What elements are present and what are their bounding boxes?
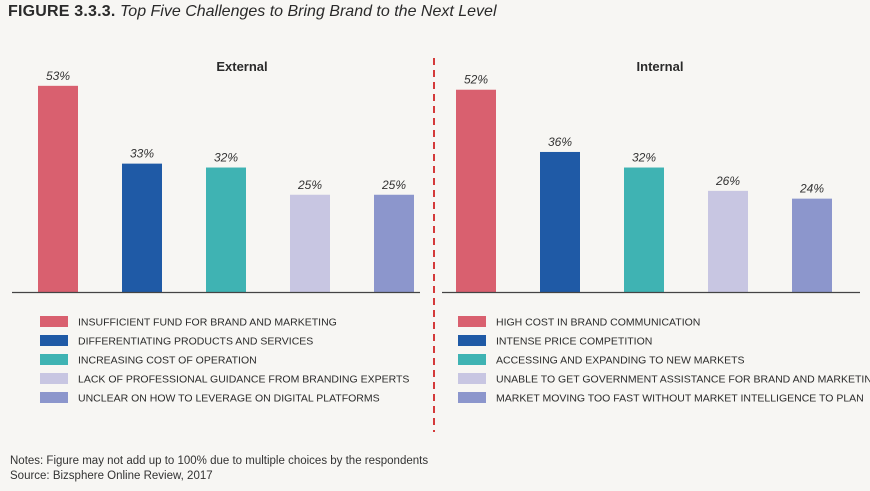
legend-label-external-3: INCREASING COST OF OPERATION xyxy=(78,355,257,367)
data-label-internal-4: 26% xyxy=(715,174,740,188)
legend-swatch-external-1 xyxy=(40,316,68,327)
legend-swatch-external-5 xyxy=(40,392,68,403)
legend-swatch-external-2 xyxy=(40,335,68,346)
figure-title: FIGURE 3.3.3. Top Five Challenges to Bri… xyxy=(8,3,497,21)
notes-block: Notes: Figure may not add up to 100% due… xyxy=(10,454,428,484)
legend-label-internal-2: INTENSE PRICE COMPETITION xyxy=(496,336,652,348)
legend-label-internal-3: ACCESSING AND EXPANDING TO NEW MARKETS xyxy=(496,355,745,367)
legend-swatch-internal-4 xyxy=(458,373,486,384)
bar-internal-3 xyxy=(624,167,664,292)
data-label-internal-5: 24% xyxy=(799,182,824,196)
figure-caption: Top Five Challenges to Bring Brand to th… xyxy=(119,3,497,20)
legend-swatch-internal-1 xyxy=(458,316,486,327)
notes-text: Notes: Figure may not add up to 100% due… xyxy=(10,455,429,467)
legend-swatch-internal-2 xyxy=(458,335,486,346)
legend-swatch-internal-3 xyxy=(458,354,486,365)
legend-swatch-external-4 xyxy=(40,373,68,384)
legend-swatch-external-3 xyxy=(40,354,68,365)
bar-internal-5 xyxy=(792,198,832,292)
legend-label-external-2: DIFFERENTIATING PRODUCTS AND SERVICES xyxy=(78,336,313,348)
legend-label-external-4: LACK OF PROFESSIONAL GUIDANCE FROM BRAND… xyxy=(78,374,409,386)
data-label-external-1: 53% xyxy=(46,69,70,83)
bar-external-5 xyxy=(374,194,414,292)
data-label-internal-3: 32% xyxy=(632,151,656,165)
legend-swatch-internal-5 xyxy=(458,392,486,403)
panel-title-internal: Internal xyxy=(637,59,684,74)
data-label-external-5: 25% xyxy=(381,178,406,192)
data-label-internal-2: 36% xyxy=(548,135,572,149)
bar-internal-1 xyxy=(456,89,496,292)
bar-external-3 xyxy=(206,167,246,292)
data-label-external-4: 25% xyxy=(297,178,322,192)
figure-number: FIGURE 3.3.3. xyxy=(8,3,116,20)
bar-internal-4 xyxy=(708,190,748,292)
bar-external-2 xyxy=(122,163,162,292)
bar-external-4 xyxy=(290,194,330,292)
data-label-internal-1: 52% xyxy=(464,73,488,87)
source-text: Source: Bizsphere Online Review, 2017 xyxy=(10,470,213,482)
bar-external-1 xyxy=(38,85,78,292)
data-label-external-2: 33% xyxy=(130,147,154,161)
legend-label-external-1: INSUFFICIENT FUND FOR BRAND AND MARKETIN… xyxy=(78,317,337,329)
panel-title-external: External xyxy=(216,59,267,74)
bar-internal-2 xyxy=(540,151,580,292)
legend-label-internal-4: UNABLE TO GET GOVERNMENT ASSISTANCE FOR … xyxy=(496,374,870,386)
data-label-external-3: 32% xyxy=(214,151,238,165)
legend-label-internal-5: MARKET MOVING TOO FAST WITHOUT MARKET IN… xyxy=(496,393,864,405)
legend-label-internal-1: HIGH COST IN BRAND COMMUNICATION xyxy=(496,317,700,329)
legend-label-external-5: UNCLEAR ON HOW TO LEVERAGE ON DIGITAL PL… xyxy=(78,393,380,405)
